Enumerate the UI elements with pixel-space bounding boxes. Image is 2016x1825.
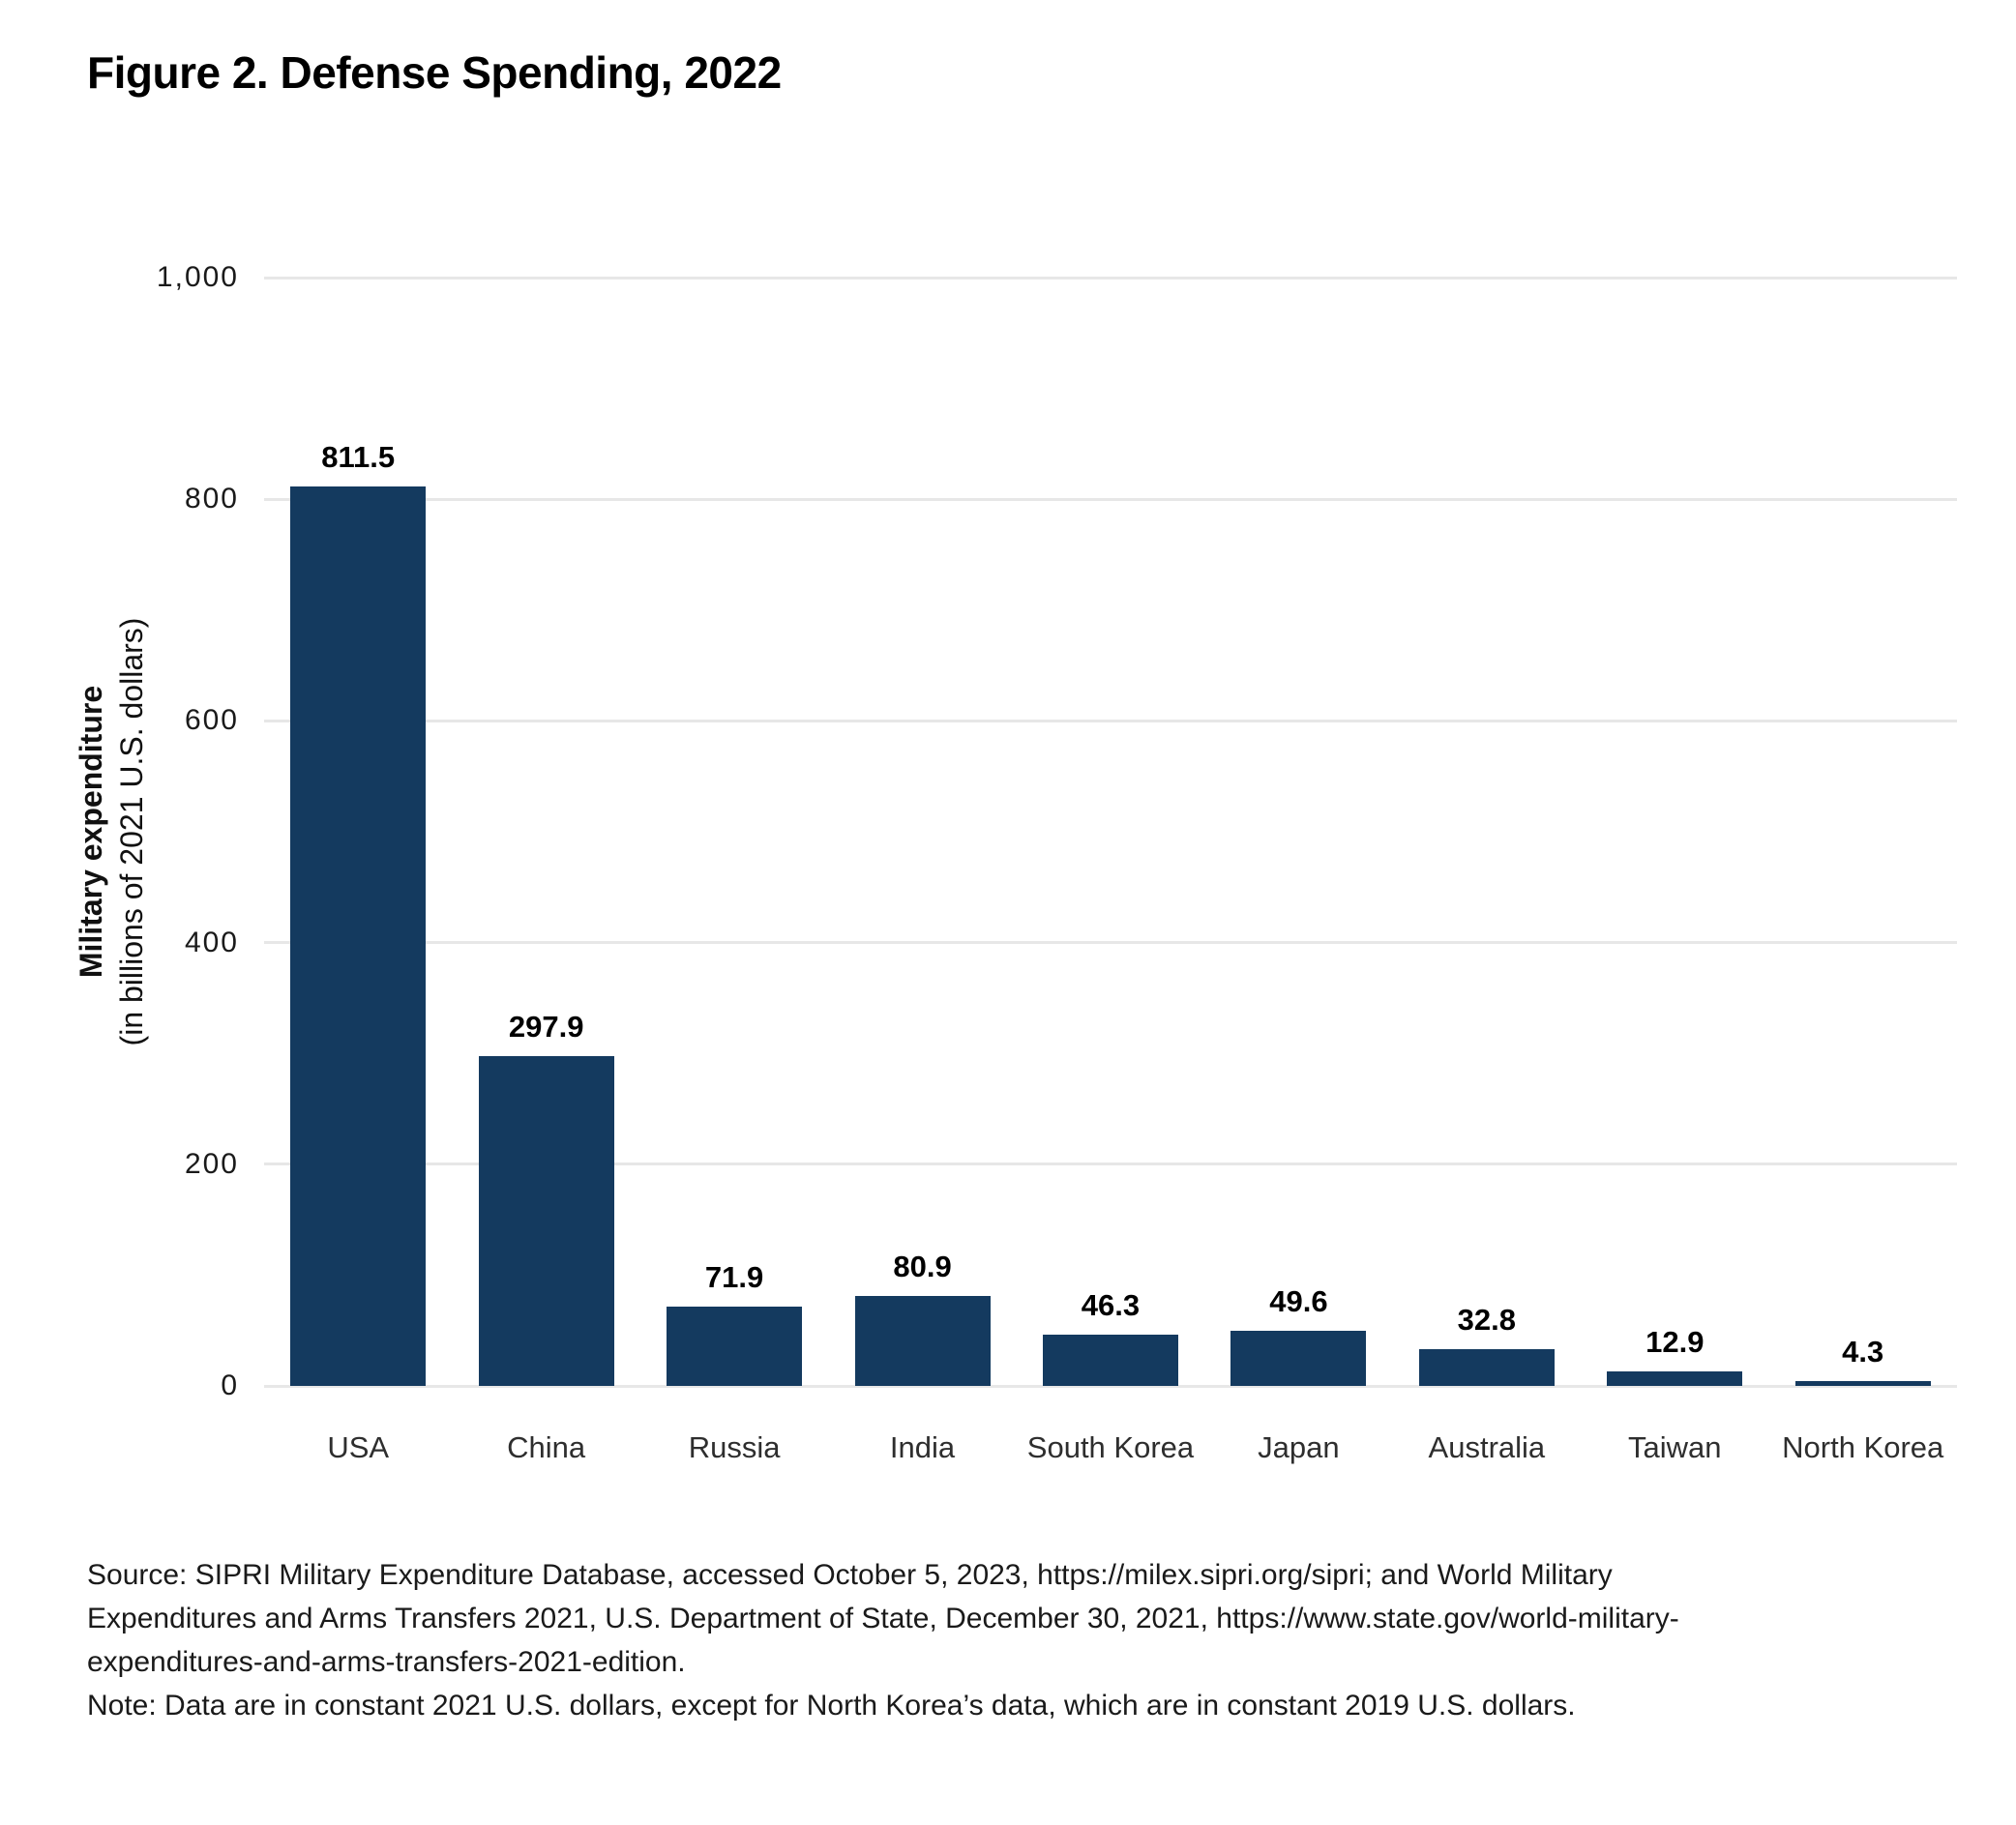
- x-category-label-india: India: [889, 1430, 956, 1464]
- x-category-label-japan: Japan: [1258, 1430, 1340, 1464]
- bar-value-label-north-korea: 4.3: [1842, 1335, 1884, 1369]
- x-category-label-usa: USA: [327, 1430, 390, 1464]
- bars-row: 811.5 USA 297.9 China 71.9 Russia 80.9 India 46.…: [264, 278, 1957, 1464]
- bar-group-south-korea: 46.3 South Korea: [1017, 278, 1204, 1464]
- bar-china: [478, 1055, 614, 1386]
- x-category-label-russia: Russia: [688, 1430, 781, 1464]
- x-category-label-china: China: [507, 1430, 586, 1464]
- bar-value-label-russia: 71.9: [704, 1259, 764, 1294]
- note-text: Note: Data are in constant 2021 U.S. dol…: [87, 1690, 1576, 1722]
- y-axis-title-main: Military expenditure: [74, 685, 108, 979]
- bar-taiwan: [1607, 1371, 1743, 1386]
- gridline-1000: [264, 276, 1957, 280]
- gridline-400: [264, 941, 1957, 945]
- bar-australia: [1418, 1349, 1555, 1386]
- bar-group-usa: 811.5 USA: [264, 278, 452, 1464]
- figure-title: Figure 2. Defense Spending, 2022: [87, 47, 782, 98]
- y-axis-title: Military expenditure (in billions of 202…: [39, 278, 184, 1386]
- bar-south-korea: [1042, 1334, 1178, 1386]
- gridline-0: [264, 1384, 1957, 1388]
- y-axis-title-sub: (in billions of 2021 U.S. dollars): [114, 617, 149, 1046]
- bar-group-north-korea: 4.3 North Korea: [1769, 278, 1957, 1464]
- bar-value-label-australia: 32.8: [1457, 1303, 1517, 1338]
- bar-usa: [290, 486, 427, 1386]
- bar-value-label-china: 297.9: [508, 1009, 584, 1044]
- bar-india: [854, 1296, 991, 1386]
- bar-value-label-usa: 811.5: [321, 440, 396, 475]
- gridline-600: [264, 719, 1957, 722]
- x-category-label-north-korea: North Korea: [1782, 1430, 1944, 1464]
- y-tick-label-400: 400: [184, 926, 239, 958]
- source-line-1: Source: SIPRI Military Expenditure Datab…: [87, 1559, 1613, 1591]
- x-category-label-south-korea: South Korea: [1026, 1430, 1195, 1464]
- y-tick-label-600: 600: [184, 704, 239, 737]
- y-tick-label-800: 800: [184, 483, 239, 515]
- bar-group-russia: 71.9 Russia: [640, 278, 828, 1464]
- bar-value-label-taiwan: 12.9: [1645, 1325, 1705, 1360]
- x-category-label-australia: Australia: [1428, 1430, 1546, 1464]
- bar-north-korea: [1794, 1381, 1931, 1386]
- y-tick-label-1000: 1,000: [156, 261, 239, 293]
- y-tick-label-0: 0: [221, 1369, 239, 1401]
- bar-group-india: 80.9 India: [828, 278, 1016, 1464]
- bar-russia: [667, 1306, 803, 1386]
- source-line-3: expenditures-and-arms-transfers-2021-edi…: [87, 1646, 686, 1678]
- plot-area: 0 200 400 600 800 1,000 811.5 USA 297.9 China 71.9…: [157, 261, 1957, 1464]
- bar-value-label-south-korea: 46.3: [1081, 1287, 1141, 1322]
- bar-group-taiwan: 12.9 Taiwan: [1581, 278, 1768, 1464]
- gridline-800: [264, 497, 1957, 501]
- bar-value-label-japan: 49.6: [1269, 1284, 1328, 1319]
- bar-group-china: 297.9 China: [452, 278, 639, 1464]
- gridline-200: [264, 1163, 1957, 1166]
- bar-group-japan: 49.6 Japan: [1204, 278, 1392, 1464]
- y-axis-title-text: Military expenditure (in billions of 202…: [71, 618, 152, 1046]
- x-category-label-taiwan: Taiwan: [1628, 1430, 1722, 1464]
- bar-group-australia: 32.8 Australia: [1393, 278, 1581, 1464]
- bar-japan: [1230, 1331, 1367, 1386]
- bar-value-label-india: 80.9: [893, 1250, 952, 1284]
- footer: Source: SIPRI Military Expenditure Datab…: [87, 1553, 1906, 1727]
- y-tick-label-200: 200: [184, 1147, 239, 1180]
- source-line-2: Expenditures and Arms Transfers 2021, U.…: [87, 1603, 1679, 1634]
